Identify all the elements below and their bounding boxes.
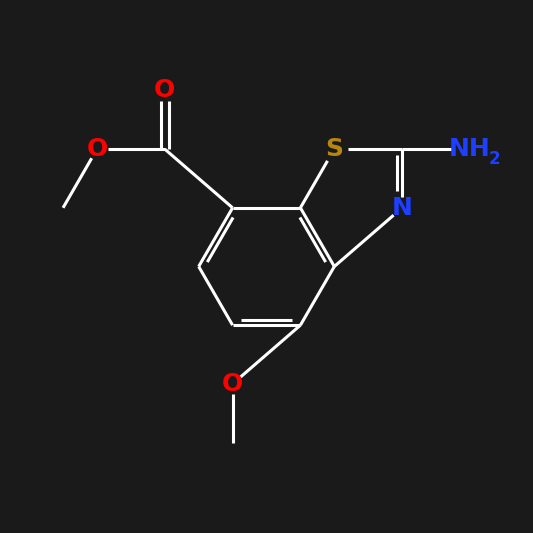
Text: S: S (325, 137, 343, 161)
Text: 2: 2 (488, 150, 500, 168)
Text: NH: NH (449, 137, 491, 161)
Text: N: N (392, 196, 413, 220)
Text: O: O (86, 137, 108, 161)
Text: O: O (154, 78, 175, 102)
Text: O: O (222, 372, 243, 396)
